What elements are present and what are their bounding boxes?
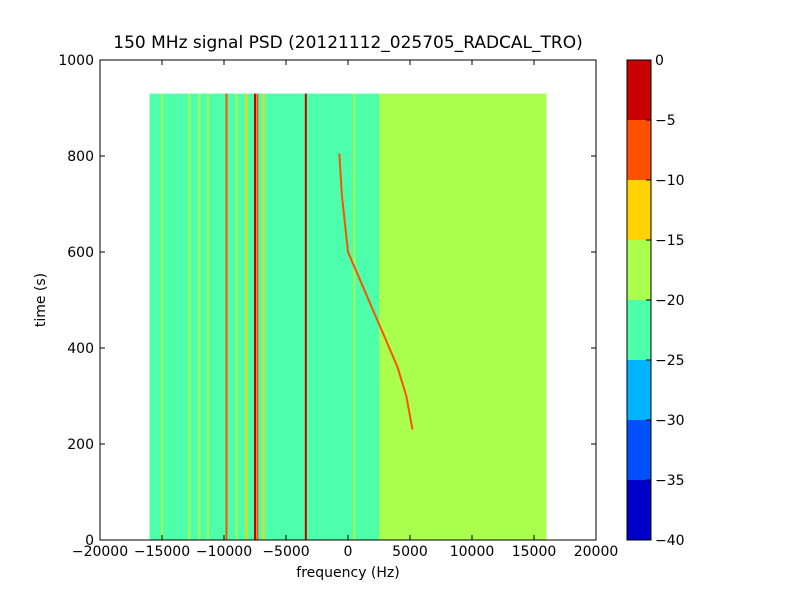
x-tick-label: −5000 xyxy=(262,544,309,560)
plot-area xyxy=(149,93,547,540)
y-tick-label: 1000 xyxy=(58,53,94,69)
colorbar-tick-label: 0 xyxy=(655,53,664,69)
colorbar-segment xyxy=(627,360,651,420)
x-tick-label: 10000 xyxy=(450,544,495,560)
colorbar: −40 −35 −30 −25 −20 −15 −10 −5 0 xyxy=(626,53,685,549)
colorbar-segment xyxy=(627,480,651,540)
x-tick-label: −10000 xyxy=(196,544,252,560)
y-axis: 0 200 400 600 800 1000 xyxy=(58,53,596,549)
colorbar-tick-label: −15 xyxy=(655,233,685,249)
x-tick-label: −20000 xyxy=(72,544,128,560)
colorbar-tick-label: −35 xyxy=(655,473,685,489)
colorbar-tick-label: −5 xyxy=(655,113,676,129)
colorbar-tick-label: −40 xyxy=(655,533,685,549)
drifting-signal-trace xyxy=(338,153,414,430)
y-tick-label: 400 xyxy=(67,341,94,357)
psd-level-band xyxy=(379,93,547,540)
y-tick-label: 200 xyxy=(67,437,94,453)
colorbar-tick-label: −10 xyxy=(655,173,685,189)
x-axis: −20000 −15000 −10000 −5000 0 5000 10000 15000 20… xyxy=(72,60,618,560)
chart-title: 150 MHz signal PSD (20121112_025705_RADC… xyxy=(113,33,582,53)
colorbar-segment xyxy=(627,180,651,240)
x-tick-label: 20000 xyxy=(574,544,619,560)
colorbar-tick-label: −25 xyxy=(655,353,685,369)
x-tick-label: 15000 xyxy=(512,544,557,560)
x-tick-label: 5000 xyxy=(392,544,428,560)
y-tick-label: 0 xyxy=(85,533,94,549)
colorbar-segment xyxy=(627,120,651,180)
y-tick-label: 800 xyxy=(67,149,94,165)
colorbar-segment xyxy=(627,420,651,480)
colorbar-tick-label: −30 xyxy=(655,413,685,429)
x-axis-label: frequency (Hz) xyxy=(296,565,399,581)
colorbar-tick-label: −20 xyxy=(655,293,685,309)
colorbar-segment xyxy=(627,60,651,120)
y-axis-label: time (s) xyxy=(33,273,49,327)
x-tick-label: −15000 xyxy=(134,544,190,560)
y-tick-label: 600 xyxy=(67,245,94,261)
colorbar-segment xyxy=(627,240,651,300)
colorbar-segment xyxy=(627,300,651,360)
x-tick-label: 0 xyxy=(344,544,353,560)
